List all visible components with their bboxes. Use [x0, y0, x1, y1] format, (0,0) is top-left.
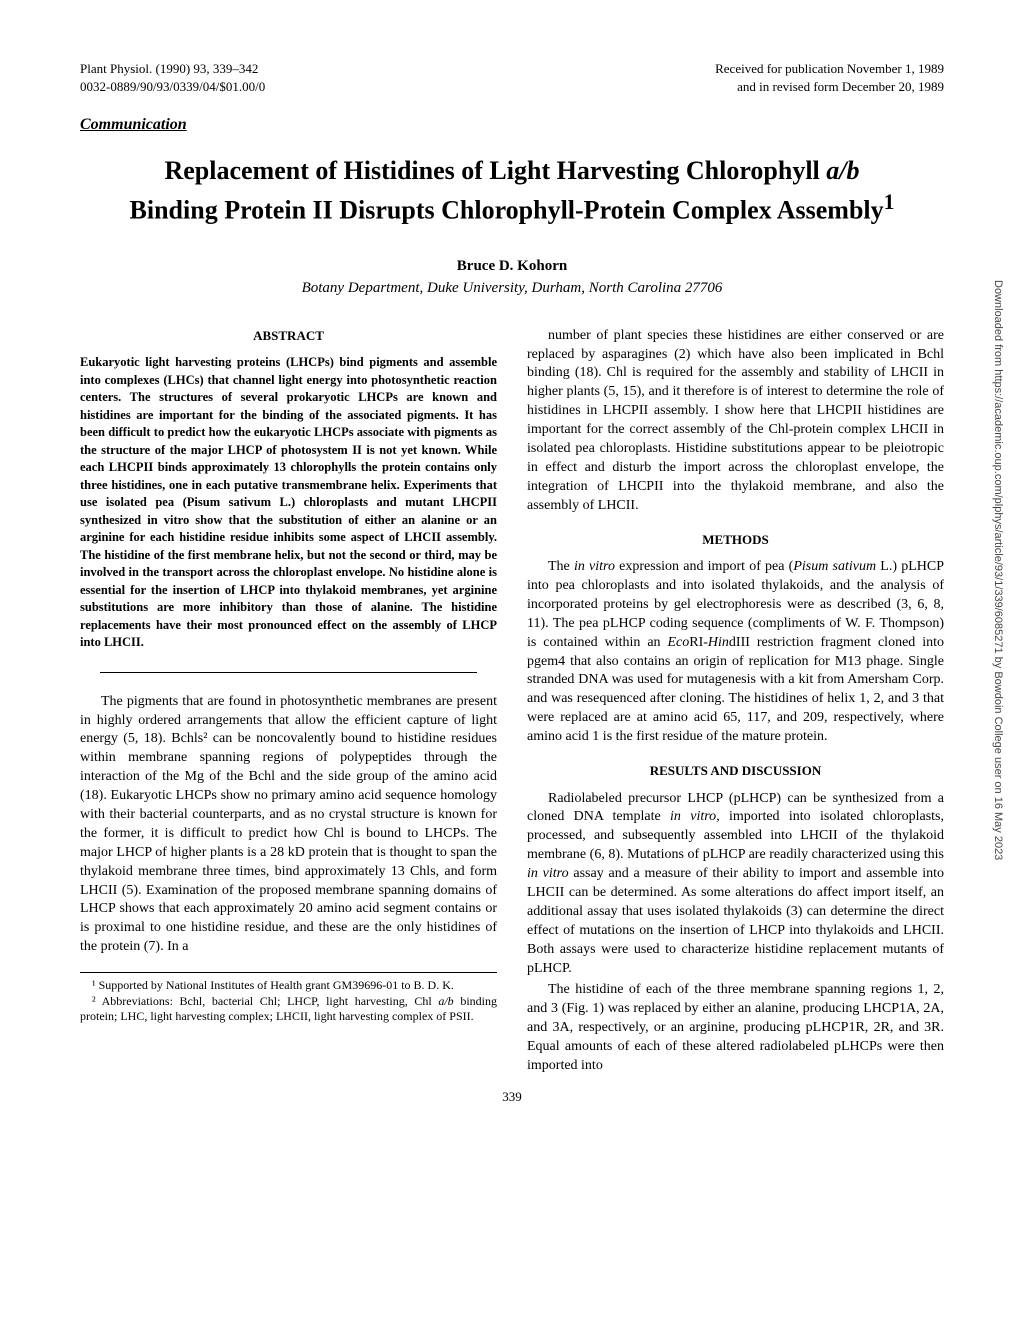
header-row: Plant Physiol. (1990) 93, 339–342 0032-0…: [80, 60, 944, 96]
abstract-divider: [100, 672, 477, 673]
revised-date: and in revised form December 20, 1989: [715, 78, 944, 96]
methods-paragraph: The in vitro expression and import of pe…: [527, 558, 944, 747]
section-label: Communication: [80, 116, 944, 134]
author-affiliation: Botany Department, Duke University, Durh…: [80, 280, 944, 297]
article-title: Replacement of Histidines of Light Harve…: [120, 154, 904, 227]
intro-continuation: number of plant species these histidines…: [527, 327, 944, 516]
header-right: Received for publication November 1, 198…: [715, 60, 944, 96]
results-paragraph-1: Radiolabeled precursor LHCP (pLHCP) can …: [527, 790, 944, 979]
header-left: Plant Physiol. (1990) 93, 339–342 0032-0…: [80, 60, 265, 96]
page-number: 339: [80, 1089, 944, 1105]
footnote-1: ¹ Supported by National Institutes of He…: [80, 978, 497, 994]
results-paragraph-2: The histidine of each of the three membr…: [527, 981, 944, 1075]
intro-paragraph: The pigments that are found in photosynt…: [80, 693, 497, 957]
received-date: Received for publication November 1, 198…: [715, 60, 944, 78]
abstract-text: Eukaryotic light harvesting proteins (LH…: [80, 354, 497, 652]
issn-line: 0032-0889/90/93/0339/04/$01.00/0: [80, 78, 265, 96]
footnote-2: ² Abbreviations: Bchl, bacterial Chl; LH…: [80, 994, 497, 1025]
download-watermark: Downloaded from https://academic.oup.com…: [992, 280, 1004, 860]
right-column: number of plant species these histidines…: [527, 327, 944, 1079]
results-heading: RESULTS AND DISCUSSION: [527, 762, 944, 780]
abstract-heading: ABSTRACT: [80, 327, 497, 345]
footnotes: ¹ Supported by National Institutes of He…: [80, 972, 497, 1025]
left-column: ABSTRACT Eukaryotic light harvesting pro…: [80, 327, 497, 1079]
methods-heading: METHODS: [527, 531, 944, 549]
content-columns: ABSTRACT Eukaryotic light harvesting pro…: [80, 327, 944, 1079]
author-name: Bruce D. Kohorn: [80, 258, 944, 275]
journal-citation: Plant Physiol. (1990) 93, 339–342: [80, 60, 265, 78]
